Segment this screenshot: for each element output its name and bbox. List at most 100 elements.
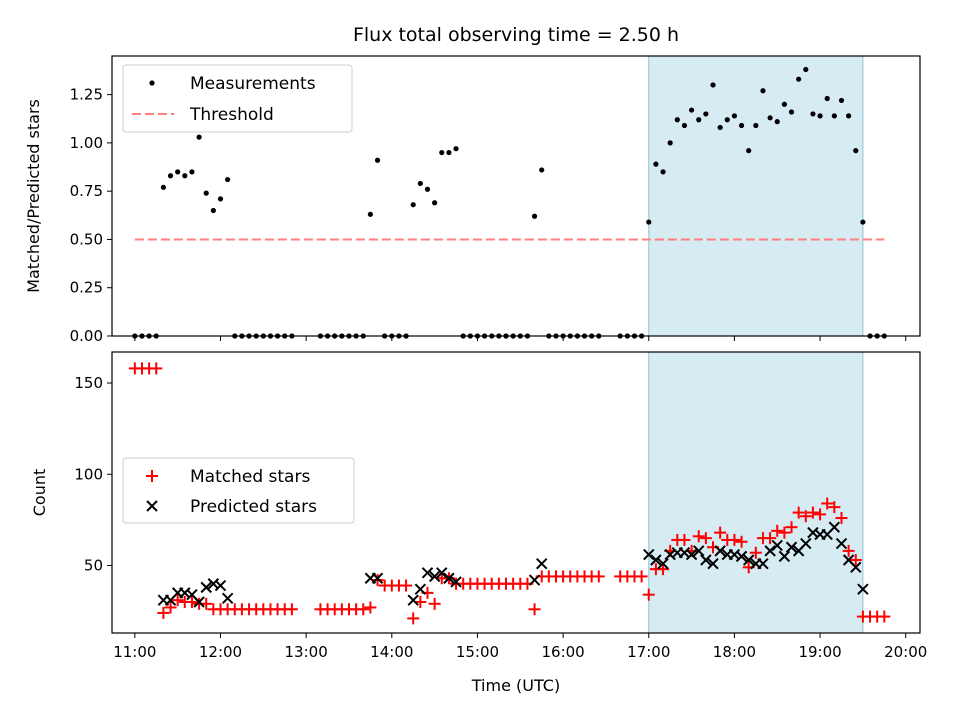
matched-star-point [814,508,827,521]
top-observing-span [648,55,864,337]
matched-star-point [785,521,798,534]
top-y-tick-label: 0.00 [70,327,103,345]
legend-predicted-marker [146,500,158,512]
top-axes-frame [111,55,921,337]
measurement-point [203,190,209,196]
predicted-star-point [407,594,419,606]
bottom-observing-span [648,351,864,634]
measurement-point [189,169,195,175]
bottom-y-ticks: 50 100 150 [74,374,112,574]
measurement-point [846,113,852,119]
measurement-point [860,219,866,225]
predicted-star-point [771,539,783,552]
predicted-star-point [443,572,455,584]
x-tick-label: 17:00 [627,643,670,661]
measurement-point [367,211,373,217]
measurement-point [217,196,224,202]
matched-star-point [642,588,655,601]
matched-star-point [771,524,784,537]
matched-star-point [806,506,819,519]
matched-star-point [400,579,413,592]
measurement-point [667,140,673,146]
matched-star-point [778,526,791,539]
measurement-point [432,200,438,206]
matched-star-point [799,510,812,523]
measurement-point [781,101,787,107]
top-y-tick-label: 0.25 [70,279,103,297]
measurement-point [424,186,431,192]
top-y-tick-label: 0.50 [70,230,103,248]
matched-star-point [821,497,834,510]
predicted-star-point [214,579,227,592]
measurement-point [182,173,188,179]
x-tick-label: 11:00 [113,643,156,661]
measurement-point [724,117,730,123]
x-tick-label: 14:00 [370,643,413,661]
matched-star-point [878,610,891,623]
measurement-point [838,97,845,104]
matched-star-point [164,601,177,614]
predicted-star-point [850,561,862,574]
x-tick-label: 12:00 [199,643,242,661]
measurement-point [196,134,202,140]
measurement-point [417,180,423,187]
measurement-point [531,213,538,219]
legend-matched-marker [146,470,158,482]
measurement-point [703,111,709,117]
measurement-point [774,119,780,125]
measurement-point [824,95,830,102]
matched-star-point [828,501,841,514]
matched-star-point [699,532,712,545]
matched-star-point [749,546,762,559]
matched-star-point [407,612,420,625]
matched-star-point [285,603,298,616]
predicted-star-point [528,574,541,586]
predicted-star-point [371,572,384,584]
measurement-point [439,149,445,156]
matched-star-point [842,544,855,557]
x-axis-label: Time (UTC) [471,676,560,695]
bottom-panel: 11:00 12:00 13:00 14:00 15:00 16:00 17:00 18:00… [30,351,927,695]
matched-star-point [849,554,862,567]
matched-star-point [357,603,370,616]
matched-star-point [428,597,441,610]
measurement-point [225,176,231,183]
predicted-star-point [436,567,448,579]
predicted-star-point [414,583,427,595]
measurement-point [710,82,716,88]
measurement-point [796,76,802,82]
top-legend: Measurements Threshold [122,64,353,133]
matched-star-point [792,506,805,519]
star-count-points [128,362,891,625]
predicted-star-point [685,548,698,561]
measurement-point [210,207,216,214]
measurement-point [674,117,680,123]
predicted-star-point [707,557,719,570]
matched-star-point [185,595,198,608]
predicted-star-point [693,545,705,557]
bottom-y-tick-label: 150 [74,374,103,392]
measurement-point [767,115,773,121]
legend-matched-label: Matched stars [190,467,310,487]
predicted-star-point [757,557,769,570]
legend-measurements-label: Measurements [190,74,316,94]
predicted-star-point [735,550,748,563]
top-panel: 0.00 0.25 0.50 0.75 1.00 1.25 Matched/Predict… [24,55,921,345]
legend-predicted-label: Predicted stars [190,497,317,517]
bottom-axes-frame [111,351,921,634]
x-tick-label: 18:00 [713,643,756,661]
predicted-star-point [800,537,812,550]
top-y-tick-label: 1.00 [70,134,103,152]
predicted-star-point [421,567,434,579]
top-legend-box [122,64,353,133]
matched-star-point [735,535,748,548]
matched-star-point [150,362,163,375]
measurement-point [831,113,837,119]
top-y-tick-label: 0.75 [70,182,103,200]
bottom-legend: Matched stars Predicted stars [122,457,355,524]
bottom-y-tick-label: 50 [84,556,103,574]
legend-threshold-label: Threshold [189,105,274,125]
predicted-star-point [428,570,441,583]
predicted-star-point [828,521,841,533]
